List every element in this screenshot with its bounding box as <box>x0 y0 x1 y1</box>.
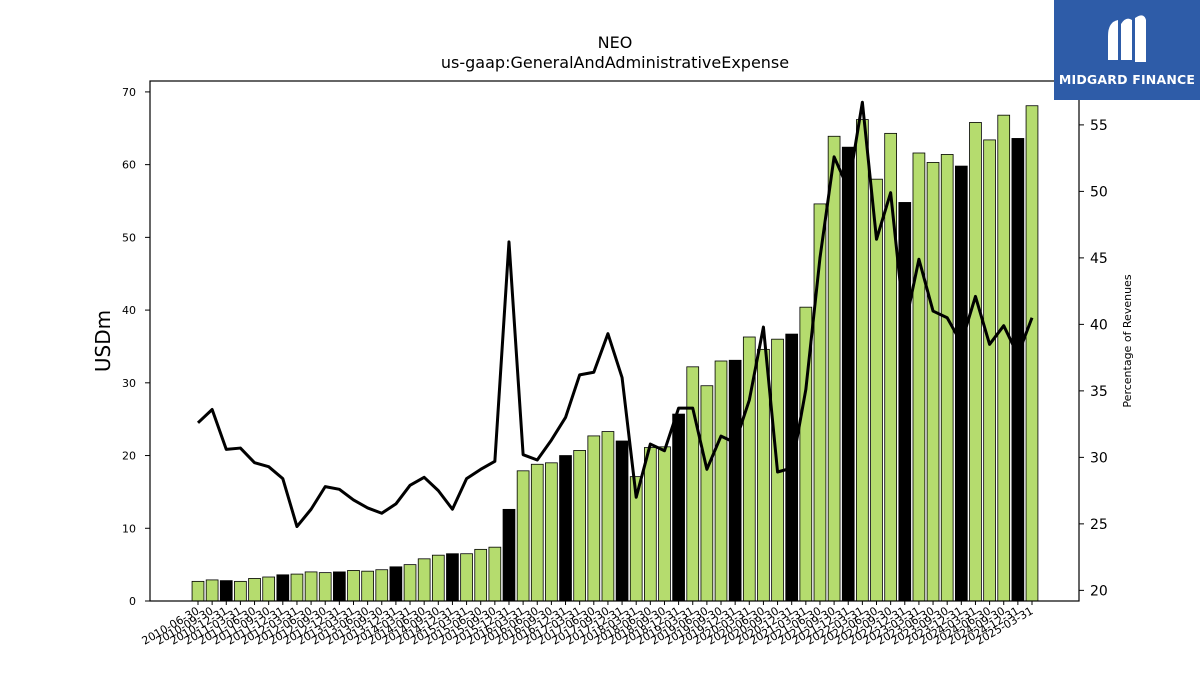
bar-2017-12-31 <box>615 440 629 602</box>
bar-2022-03-31 <box>856 119 869 602</box>
bar-2024-03-31 <box>969 122 982 602</box>
midgard-logo-icon <box>1108 15 1146 62</box>
axes-layer: 01020304050607020253035404550552010-06-3… <box>122 80 1108 648</box>
bar-2024-09-30 <box>997 114 1011 602</box>
bar-2013-12-31 <box>389 566 403 602</box>
bar-2018-09-30 <box>658 446 671 602</box>
bar-2017-03-31 <box>573 450 586 602</box>
chart-title: NEO <box>598 33 633 52</box>
y-tick-label: 40 <box>122 304 136 317</box>
bar-2015-06-30 <box>474 548 488 602</box>
bar-2013-03-31 <box>347 570 360 602</box>
bar-2014-09-30 <box>431 554 445 602</box>
y-tick-label: 0 <box>129 595 136 608</box>
bar-2014-06-30 <box>417 558 431 602</box>
y2-tick-label: 30 <box>1090 450 1108 466</box>
bar-2018-06-30 <box>644 447 657 602</box>
bar-2019-12-31 <box>728 359 742 602</box>
bar-2015-09-30 <box>488 546 502 602</box>
bar-2023-12-31 <box>954 165 968 602</box>
brand-name: MIDGARD FINANCE <box>1058 72 1196 87</box>
bar-2020-06-30 <box>757 348 770 602</box>
bar-2011-12-31 <box>276 574 290 602</box>
plot-frame <box>149 80 1080 602</box>
bar-2018-12-31 <box>672 413 685 602</box>
bar-2016-03-31 <box>516 470 530 602</box>
y-tick-label: 20 <box>122 450 136 463</box>
bar-2015-12-31 <box>502 508 516 602</box>
bar-2024-06-30 <box>983 139 996 602</box>
bar-2010-06-30 <box>191 580 205 602</box>
bar-2023-06-30 <box>926 162 940 602</box>
bar-2010-12-31 <box>219 580 233 602</box>
y2-tick-label: 50 <box>1090 184 1108 200</box>
bar-2012-12-31 <box>333 571 346 602</box>
y-tick-label: 70 <box>122 86 136 99</box>
bar-2016-09-30 <box>545 462 558 602</box>
y2-tick-label: 20 <box>1090 583 1108 599</box>
bar-2014-12-31 <box>446 553 459 602</box>
y-tick-label: 10 <box>122 522 136 535</box>
bar-2011-09-30 <box>262 576 276 602</box>
percentage-line <box>196 100 1034 529</box>
y2-axis-label: Percentage of Revenues <box>1121 274 1134 407</box>
y-tick-label: 50 <box>122 231 136 244</box>
brand-logo: MIDGARD FINANCE <box>1054 0 1200 100</box>
bar-2016-06-30 <box>530 463 544 602</box>
bar-2023-09-30 <box>940 154 954 602</box>
bar-2019-03-31 <box>686 366 700 602</box>
y2-tick-label: 55 <box>1090 118 1108 134</box>
bar-2012-03-31 <box>290 573 304 602</box>
bar-2015-03-31 <box>460 553 473 602</box>
bar-2017-09-30 <box>601 431 615 602</box>
y-tick-label: 60 <box>122 159 136 172</box>
chart-subtitle: us-gaap:GeneralAndAdministrativeExpense <box>441 53 789 72</box>
bar-2023-03-31 <box>912 152 926 602</box>
bar-2024-12-31 <box>1011 138 1025 602</box>
bar-2016-12-31 <box>559 455 572 602</box>
y2-tick-label: 35 <box>1090 384 1108 400</box>
y-axis-label: USDm <box>91 310 115 372</box>
bar-2021-12-31 <box>841 146 855 602</box>
bar-2019-06-30 <box>700 385 714 602</box>
bar-2022-06-30 <box>870 178 883 602</box>
y2-tick-label: 25 <box>1090 517 1108 533</box>
y2-tick-label: 45 <box>1090 251 1108 267</box>
bar-2019-09-30 <box>714 360 728 602</box>
bar-2025-03-31 <box>1025 105 1039 602</box>
y-tick-label: 30 <box>122 377 136 390</box>
bar-2017-06-30 <box>587 435 601 602</box>
bar-2012-06-30 <box>304 571 318 602</box>
bar-2022-12-31 <box>898 202 912 602</box>
bar-2014-03-31 <box>403 564 417 602</box>
y2-tick-label: 40 <box>1090 317 1108 333</box>
bar-2013-09-30 <box>375 569 389 602</box>
bar-2013-06-30 <box>361 570 374 602</box>
bar-2011-03-31 <box>234 580 247 602</box>
bar-2010-09-30 <box>205 579 219 602</box>
bar-2011-06-30 <box>248 578 261 602</box>
line-layer <box>196 100 1034 529</box>
bar-2021-09-30 <box>827 135 841 602</box>
bar-2012-09-30 <box>318 572 332 602</box>
